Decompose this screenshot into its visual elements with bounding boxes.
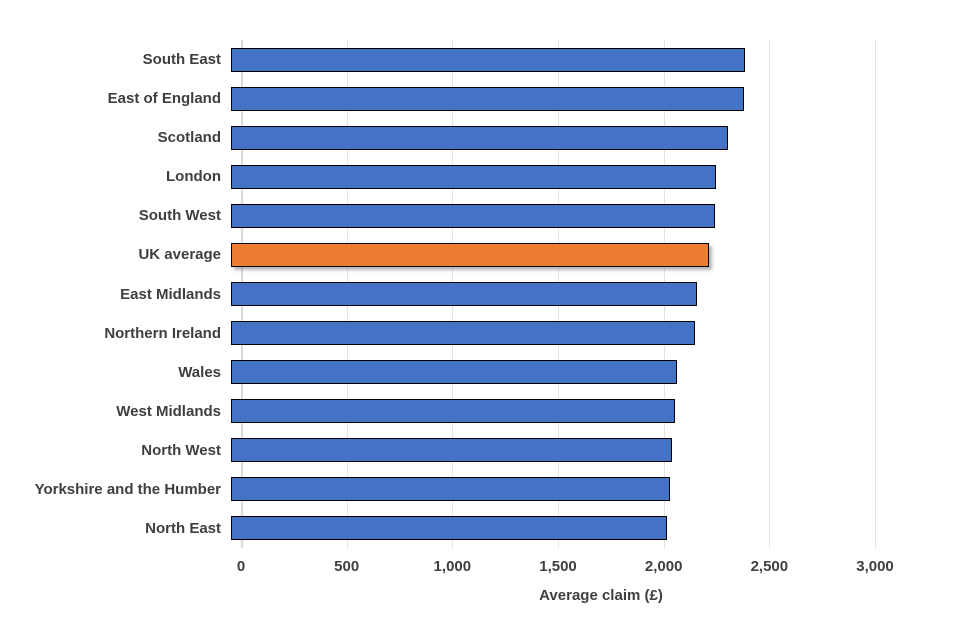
- category-label: London: [166, 168, 221, 186]
- category-label: Northern Ireland: [104, 324, 221, 342]
- bar: [231, 516, 668, 541]
- bar: [231, 164, 717, 189]
- bar-row: East of England: [0, 79, 960, 118]
- gridline: [875, 40, 877, 548]
- category-label: North West: [141, 441, 221, 459]
- x-tick-label: 1,000: [433, 558, 472, 575]
- bar-track: [231, 118, 939, 157]
- bar: [231, 321, 695, 346]
- x-axis-title: Average claim (£): [539, 587, 663, 604]
- bar-row: North West: [0, 431, 960, 470]
- x-tick-label: 1,500: [539, 558, 577, 575]
- x-axis-ticks: 0 500 1,000 1,500 2,000 2,500 3,000: [237, 558, 949, 580]
- bar-row: South West: [0, 196, 960, 235]
- category-label: Scotland: [157, 129, 221, 147]
- category-label: East of England: [107, 90, 221, 108]
- bar-track: [231, 235, 939, 274]
- category-label: West Midlands: [116, 402, 221, 420]
- bar-track: [231, 431, 939, 470]
- bar-row: Yorkshire and the Humber: [0, 470, 960, 509]
- bar: [231, 86, 744, 111]
- bar-row: UK average: [0, 235, 960, 274]
- bar-track: [231, 79, 939, 118]
- bar-row: Northern Ireland: [0, 314, 960, 353]
- category-label: South East: [142, 51, 221, 69]
- bar-rows: South East East of England Scotland London S…: [0, 40, 960, 548]
- bar-uk-average-highlight: [231, 242, 709, 267]
- bar: [231, 203, 715, 228]
- bar: [231, 477, 670, 502]
- x-tick-label: 0: [236, 558, 246, 575]
- bar-track: [231, 314, 939, 353]
- bar: [231, 47, 745, 72]
- bar-row: North East: [0, 509, 960, 548]
- bar-track: [231, 196, 939, 235]
- bar: [231, 282, 697, 306]
- bar: [231, 399, 675, 424]
- bar-track: [231, 509, 939, 548]
- bar: [231, 125, 728, 150]
- category-label: Wales: [178, 363, 221, 381]
- bar-row: East Midlands: [0, 274, 960, 313]
- bar-row: London: [0, 157, 960, 196]
- category-label: Yorkshire and the Humber: [34, 480, 221, 498]
- category-label: East Midlands: [120, 285, 221, 303]
- bar-track: [231, 392, 939, 431]
- bar-row: South East: [0, 40, 960, 79]
- bar-row: West Midlands: [0, 392, 960, 431]
- x-tick-label: 2,500: [750, 558, 789, 575]
- bar: [231, 360, 677, 385]
- bar-row: Wales: [0, 353, 960, 392]
- bar-track: [231, 470, 939, 509]
- x-tick-label: 500: [334, 558, 360, 575]
- bar: [231, 438, 672, 463]
- category-label: UK average: [138, 246, 221, 264]
- bar-track: [231, 40, 939, 79]
- bar-track: [231, 353, 939, 392]
- gridline: [769, 40, 771, 548]
- bar-row: Scotland: [0, 118, 960, 157]
- bar-track: [231, 157, 939, 196]
- category-label: South West: [138, 207, 221, 225]
- category-label: North East: [145, 519, 221, 537]
- x-tick-label: 2,000: [644, 558, 683, 575]
- x-tick-label: 3,000: [856, 558, 894, 575]
- bar-track: [231, 274, 939, 313]
